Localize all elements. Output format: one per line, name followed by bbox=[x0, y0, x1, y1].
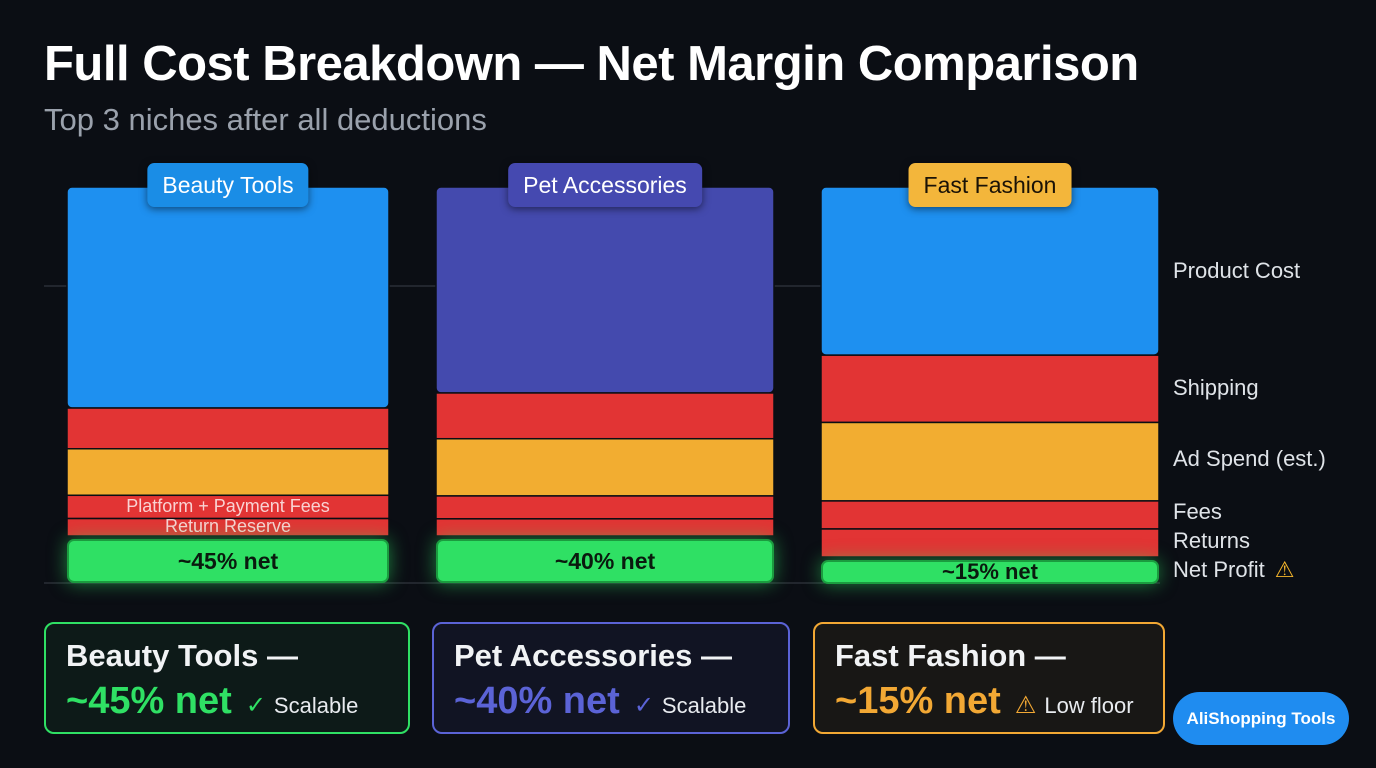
bar-segment-returns-2 bbox=[435, 518, 775, 537]
bar-segment-returns-1 bbox=[66, 517, 390, 537]
category-label-3: Fast Fashion bbox=[908, 163, 1072, 207]
bar-segment-fees-3 bbox=[820, 500, 1160, 530]
bar-segment-returns-3 bbox=[820, 528, 1160, 558]
card-net-value: ~45% net bbox=[66, 680, 232, 722]
summary-card-1: Beauty Tools — ~45% net ✓ Scalable bbox=[44, 622, 410, 734]
legend-label-returns: Returns bbox=[1173, 528, 1250, 554]
category-label-1: Beauty Tools bbox=[147, 163, 309, 207]
bar-segment-ad-spend-est-2 bbox=[435, 437, 775, 497]
check-icon: ✓ bbox=[245, 692, 266, 719]
brand-button[interactable]: AliShopping Tools bbox=[1173, 692, 1349, 745]
summary-card-2: Pet Accessories — ~40% net ✓ Scalable bbox=[432, 622, 790, 734]
bar-segment-ad-spend-est-3 bbox=[820, 421, 1160, 502]
summary-card-3: Fast Fashion — ~15% net ⚠ Low floor bbox=[813, 622, 1165, 734]
card-status: Scalable bbox=[273, 693, 359, 718]
legend-label-ad-spend-est: Ad Spend (est.) bbox=[1173, 446, 1326, 472]
bar-segment-shipping-3 bbox=[820, 354, 1160, 424]
legend-text: Net Profit bbox=[1173, 557, 1265, 582]
net-profit-bar-1: ~45% net bbox=[67, 539, 389, 583]
legend-label-net-profit: Net Profit ⚠ bbox=[1173, 557, 1294, 583]
card-net-value: ~15% net bbox=[835, 680, 1001, 722]
page-title: Full Cost Breakdown — Net Margin Compari… bbox=[44, 37, 1139, 91]
card-title: Fast Fashion — bbox=[835, 638, 1066, 673]
bar-segment-product-cost-3 bbox=[820, 186, 1160, 356]
warning-icon: ⚠ bbox=[1014, 692, 1037, 719]
bar-segment-ad-spend-est-1 bbox=[66, 448, 390, 497]
legend-text: Fees bbox=[1173, 499, 1222, 524]
legend-label-fees: Fees bbox=[1173, 499, 1222, 525]
bar-segment-shipping-2 bbox=[435, 392, 775, 440]
card-status: Low floor bbox=[1044, 693, 1134, 718]
bar-segment-shipping-1 bbox=[66, 407, 390, 450]
card-title: Beauty Tools — bbox=[66, 638, 298, 673]
legend-label-product-cost: Product Cost bbox=[1173, 258, 1300, 284]
page-subtitle: Top 3 niches after all deductions bbox=[44, 102, 487, 137]
legend-text: Returns bbox=[1173, 528, 1251, 553]
net-profit-bar-2: ~40% net bbox=[436, 539, 774, 583]
stacked-bar-chart bbox=[44, 186, 1160, 584]
bar-segment-fees-2 bbox=[435, 495, 775, 520]
bar-segment-product-cost-2 bbox=[435, 186, 775, 394]
warning-icon: ⚠ bbox=[1274, 557, 1295, 582]
in-bar-label: Return Reserve bbox=[164, 516, 292, 537]
card-title: Pet Accessories — bbox=[454, 638, 733, 673]
card-status: Scalable bbox=[661, 693, 747, 718]
category-label-2: Pet Accessories bbox=[508, 163, 702, 207]
legend-text: Product Cost bbox=[1173, 258, 1301, 283]
bar-segment-product-cost-1 bbox=[66, 186, 390, 409]
net-profit-bar-3: ~15% net bbox=[821, 560, 1159, 584]
check-icon: ✓ bbox=[633, 692, 654, 719]
legend-text: Shipping bbox=[1173, 375, 1259, 400]
legend-text: Ad Spend (est.) bbox=[1173, 446, 1326, 471]
in-bar-label: Platform + Payment Fees bbox=[126, 495, 330, 516]
card-net-value: ~40% net bbox=[454, 680, 620, 722]
legend-label-shipping: Shipping bbox=[1173, 375, 1259, 401]
